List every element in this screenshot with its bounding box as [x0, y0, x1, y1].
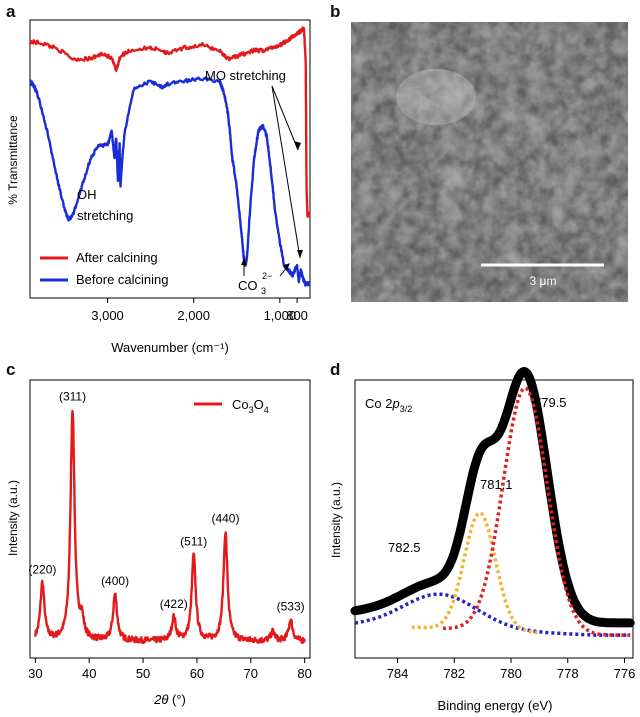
ftir-x-tick-label: 1,000	[264, 308, 297, 323]
ftir-plot-frame	[29, 19, 311, 299]
mo-arrowhead-2	[297, 250, 303, 258]
co3-arrowhead-1	[241, 258, 247, 265]
xps-fit-779	[442, 386, 631, 637]
ftir-x-tick-label: 800	[286, 308, 308, 323]
sem-scale-label: 3 μm	[530, 274, 557, 288]
panel-a-letter: a	[6, 2, 16, 21]
ftir-co3-annotation: CO 3 2−	[238, 271, 272, 296]
xps-x-tick-label: 776	[614, 666, 636, 681]
xrd-peak-label: (440)	[211, 512, 239, 526]
xrd-peak-label: (422)	[160, 597, 188, 611]
xrd-x-ticks: 30 40 50 60 70 80	[28, 658, 312, 681]
ftir-legend: After calcining Before calcining	[40, 250, 169, 287]
xps-x-axis-label: Binding energy (eV)	[438, 698, 553, 713]
sem-texture-fine	[351, 22, 628, 302]
xps-title: Co 2p3/2	[365, 396, 412, 414]
xps-peak-label-781: 781.1	[480, 477, 513, 492]
xps-fit-781	[411, 511, 540, 635]
sem-image: 3 μm	[351, 22, 628, 302]
mo-arrow-2	[271, 85, 301, 259]
xps-x-tick-label: 782	[443, 666, 465, 681]
xrd-peak-label: (533)	[277, 599, 305, 613]
xrd-x-tick-label: 40	[82, 666, 96, 681]
xrd-peak-label: (400)	[101, 574, 129, 588]
xps-y-axis-label: Intensity (a.u.)	[329, 482, 343, 558]
xrd-peak-labels: (220) (311) (400) (422) (511) (440) (533)	[28, 389, 304, 613]
ftir-x-axis-label: Wavenumber (cm⁻¹)	[111, 340, 229, 355]
xps-peak-label-779: 779.5	[534, 395, 567, 410]
xps-chart: 784 782 780 778 776 Intensity (a.u.) Binding…	[329, 367, 636, 713]
ftir-x-tick-label: 3,000	[91, 308, 124, 323]
legend-after-label: After calcining	[76, 250, 158, 265]
ftir-after-calcining-line	[28, 26, 311, 218]
xrd-co3o4-line	[34, 409, 306, 645]
xps-peak-label-782: 782.5	[388, 540, 421, 555]
xps-data-line	[350, 367, 635, 628]
panel-d-letter: d	[330, 360, 341, 379]
xrd-series	[34, 409, 306, 645]
xps-x-tick-label: 784	[387, 666, 409, 681]
xrd-x-tick-label: 60	[190, 666, 204, 681]
ftir-series	[28, 26, 311, 287]
sem-bright-cluster	[396, 69, 476, 125]
panel-c-letter: c	[6, 360, 16, 379]
xps-plot-frame	[354, 379, 634, 659]
xrd-peak-label: (311)	[59, 389, 86, 403]
co3-superscript: 2−	[262, 271, 272, 281]
xrd-x-tick-label: 80	[297, 666, 311, 681]
xrd-x-tick-label: 30	[28, 666, 42, 681]
xps-fit-782	[354, 592, 631, 637]
mo-arrow-1	[271, 85, 299, 151]
xrd-chart: 30 40 50 60 70 80 (220) (311) (400) (422) (511) (4…	[6, 379, 312, 707]
ftir-y-axis-label: % Transmittance	[6, 115, 20, 205]
mo-arrowhead-1	[294, 141, 301, 150]
xrd-plot-frame	[29, 379, 311, 659]
panel-b-letter: b	[330, 2, 341, 21]
ftir-oh-annotation-2: stretching	[77, 208, 133, 223]
xps-x-tick-label: 778	[557, 666, 579, 681]
xrd-y-axis-label: Intensity (a.u.)	[6, 480, 20, 556]
legend-before-label: Before calcining	[76, 272, 169, 287]
xrd-peak-label: (511)	[180, 535, 207, 549]
ftir-before-calcining-line	[29, 76, 311, 287]
ftir-x-tick-label: 2,000	[177, 308, 210, 323]
xps-series	[350, 367, 635, 637]
co3-arrowhead-2	[283, 263, 290, 270]
xrd-x-axis-label: 2θ (°)	[153, 692, 186, 707]
xrd-x-tick-label: 70	[244, 666, 258, 681]
co3-label: CO	[238, 278, 258, 293]
xps-x-ticks: 784 782 780 778 776	[387, 658, 636, 681]
co3-subscript: 3	[261, 286, 266, 296]
ftir-mo-annotation: MO stretching	[205, 68, 286, 83]
xrd-legend-label: Co3O4	[232, 397, 269, 415]
xrd-x-tick-label: 50	[136, 666, 150, 681]
xps-x-tick-label: 780	[500, 666, 522, 681]
ftir-oh-annotation-1: OH	[77, 187, 97, 202]
xrd-peak-label: (220)	[28, 562, 56, 576]
